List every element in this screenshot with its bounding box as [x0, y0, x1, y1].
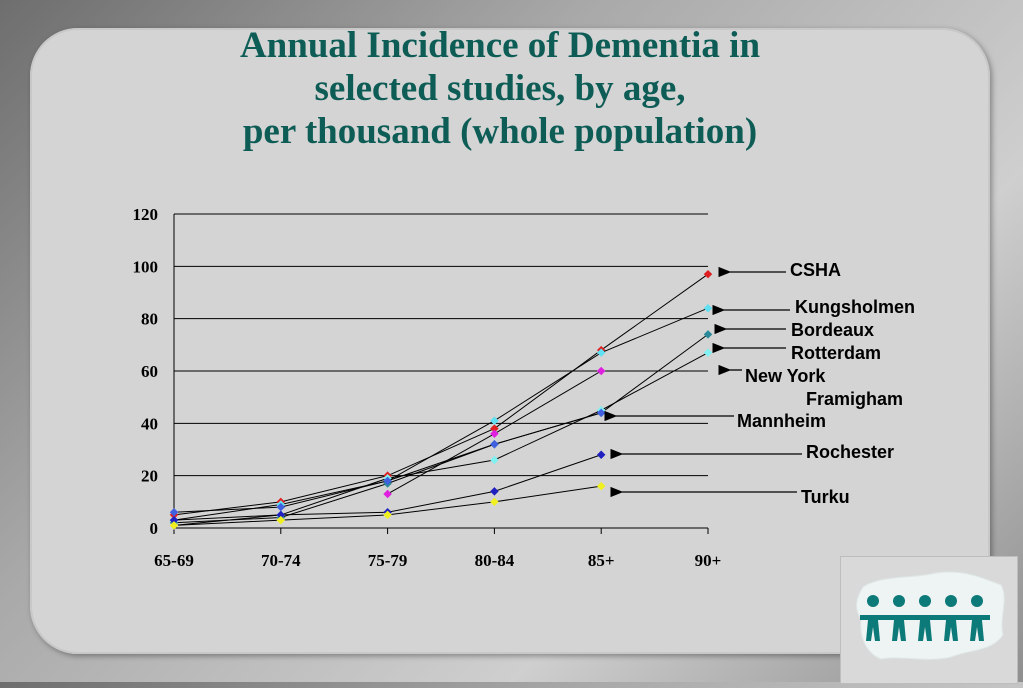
data-point [490, 429, 499, 439]
x-tick-label: 75-79 [368, 551, 408, 570]
y-tick-label: 0 [150, 519, 159, 538]
x-tick-label: 80-84 [475, 551, 515, 570]
data-point [490, 487, 499, 496]
person-body [912, 615, 938, 641]
data-point [490, 497, 499, 507]
data-point [596, 408, 606, 418]
data-point [490, 455, 499, 465]
person-head [945, 595, 957, 607]
series-line-rotterdam [173, 352, 709, 526]
data-point [490, 416, 499, 425]
annotation-label: Rotterdam [791, 343, 881, 363]
annotation-label: Framigham [806, 389, 903, 409]
data-point [383, 510, 392, 520]
person-body [964, 615, 990, 641]
series-line-bordeaux [173, 333, 709, 524]
person-body [886, 615, 912, 641]
x-tick-label: 70-74 [261, 551, 301, 570]
y-tick-label: 80 [141, 310, 158, 329]
annotation-label: Turku [801, 487, 850, 507]
y-tick-label: 120 [133, 205, 159, 224]
person-head [893, 595, 905, 607]
annotation-label: CSHA [790, 260, 841, 280]
x-tick-label: 65-69 [154, 551, 194, 570]
title-line-1: Annual Incidence of Dementia in [239, 25, 761, 66]
person-body [860, 615, 886, 641]
data-point [276, 502, 286, 512]
title-line-3: per thousand (whole population) [242, 111, 758, 152]
data-point [703, 348, 713, 357]
data-point [383, 476, 392, 486]
data-point [276, 510, 286, 520]
data-point [596, 348, 606, 357]
title-line-2: selected studies, by age, [314, 68, 686, 109]
person-head [971, 595, 983, 607]
annotation-label: Kungsholmen [795, 297, 915, 317]
x-tick-label: 85+ [588, 551, 615, 570]
data-point [383, 489, 392, 499]
y-tick-label: 40 [141, 414, 158, 433]
data-point [490, 440, 499, 449]
y-tick-label: 60 [141, 362, 158, 381]
data-point [490, 424, 499, 433]
chart-title: Annual Incidence of Dementia in selected… [0, 24, 1000, 153]
data-point [276, 515, 286, 525]
person-head [867, 595, 879, 607]
series-line-csha [173, 273, 709, 516]
y-tick-label: 100 [133, 257, 159, 276]
annotation-label: Rochester [806, 442, 894, 462]
data-point [703, 303, 713, 313]
person-body [938, 615, 964, 641]
slide-panel [30, 28, 990, 654]
annotation-label: New York [745, 366, 826, 386]
people-chain-icon [856, 571, 1005, 660]
person-head [919, 595, 931, 607]
annotation-label: Mannheim [737, 411, 826, 431]
data-point [596, 366, 606, 376]
data-point [596, 481, 606, 491]
logo-box [840, 556, 1018, 684]
x-tick-label: 90+ [695, 551, 722, 570]
y-tick-label: 20 [141, 467, 158, 486]
data-point [703, 330, 713, 339]
data-point [703, 269, 713, 279]
annotation-label: Bordeaux [791, 320, 874, 340]
data-point [596, 450, 606, 459]
series-line-kungsholmen [173, 307, 709, 521]
